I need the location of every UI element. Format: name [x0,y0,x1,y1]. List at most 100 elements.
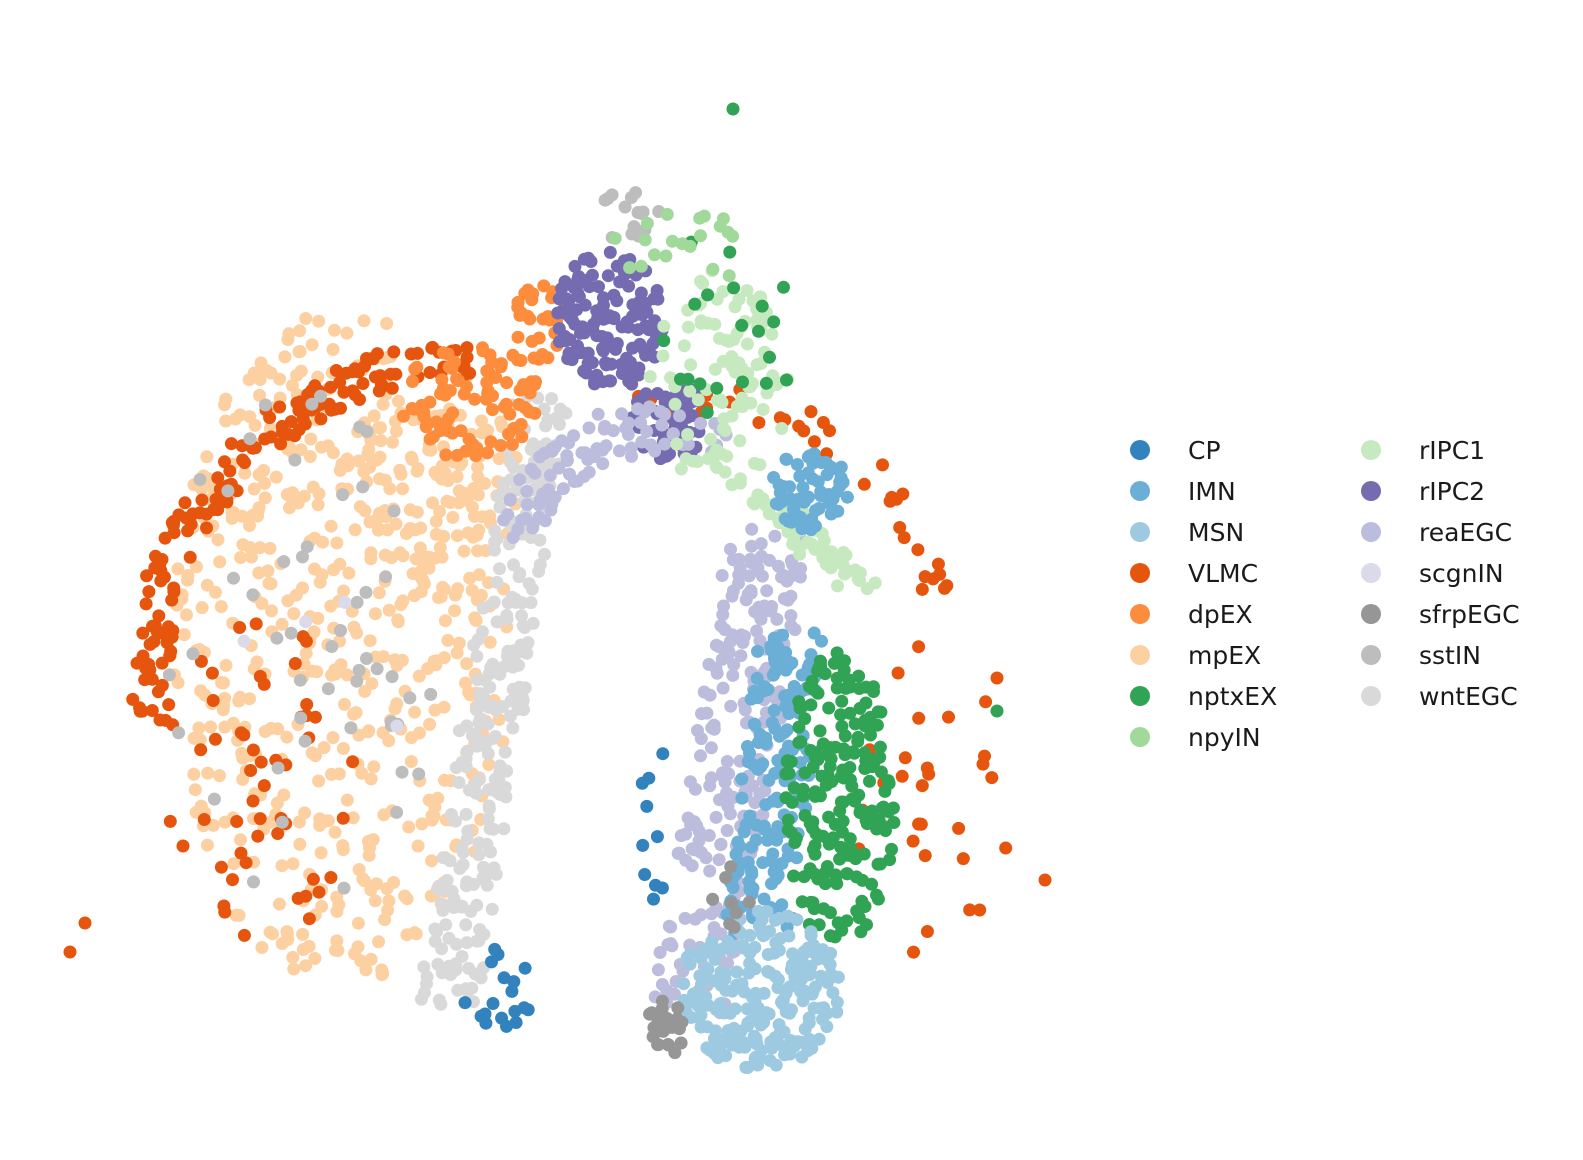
point-wntegc [490,615,504,629]
point-imn [731,835,745,849]
point-mpex [336,843,350,857]
point-reaegc [699,851,713,865]
point-imn [768,767,782,780]
point-imn [792,512,806,525]
point-npyin [634,259,648,273]
point-vlmc [895,769,909,783]
point-imn [756,757,770,771]
point-msn [795,960,809,974]
point-mpex [187,767,201,781]
point-imn [780,723,794,737]
point-sfrpegc [724,860,738,874]
point-mpex [299,959,313,973]
point-mpex [281,594,295,608]
point-vlmc [176,839,190,853]
point-wntegc [480,837,494,851]
point-vlmc [195,493,209,507]
point-ripc1 [750,313,764,327]
point-reaegc [716,681,730,695]
point-mpex [409,927,423,941]
point-reaegc [544,503,558,517]
point-ripc2 [601,269,615,283]
point-mpex [364,546,378,560]
point-mpex [338,697,351,711]
point-mpex [171,676,185,690]
point-wntegc [476,860,490,874]
point-mpex [433,541,447,554]
point-mpex [238,466,252,480]
legend-marker-vlmc [1130,563,1150,583]
point-mpex [357,465,371,478]
point-vlmc [807,435,821,449]
point-vlmc [385,381,399,395]
point-mpex [243,692,257,706]
point-nptxex [851,734,865,748]
point-sfrpegc [655,1002,669,1016]
point-vlmc [898,751,912,765]
point-ripc2 [628,364,642,378]
point-nptxex [813,654,827,668]
point-mpex [328,323,341,337]
point-mpex [195,601,209,615]
point-reaegc [666,427,680,441]
point-vlmc [312,885,326,899]
point-reaegc [679,827,693,841]
point-mpex [410,464,424,478]
legend-item-reaegc: reaEGC [1361,512,1512,552]
point-mpex [364,952,378,966]
point-msn [711,1051,725,1065]
point-mpex [342,566,356,580]
point-imn [778,689,792,703]
point-mpex [258,725,272,738]
point-vlmc [979,695,993,709]
point-imn [763,827,777,841]
point-reaegc [685,859,699,873]
point-nptxex [808,847,822,861]
point-mpex [251,504,265,518]
point-vlmc [230,815,244,828]
point-wntegc [492,770,506,783]
point-msn [790,913,804,927]
point-nptxex [789,831,803,845]
point-reaegc [560,449,574,463]
point-mpex [441,633,455,647]
legend-label-sstin: sstIN [1419,640,1481,670]
point-wntegc [420,970,434,984]
point-nptxex [885,842,898,856]
point-mpex [463,688,477,702]
point-msn [713,997,727,1011]
point-mpex [235,746,249,760]
point-cp [488,942,502,956]
point-mpex [311,498,325,512]
point-nptxex [787,869,801,883]
point-scgnin [299,615,313,629]
point-vlmc [136,649,150,663]
point-dpex [533,351,546,364]
legend-marker-nptxex [1130,686,1150,706]
point-ripc2 [604,357,618,371]
legend-label-nptxex: nptxEX [1188,681,1278,711]
point-imn [744,692,758,706]
point-nptxex [834,795,848,809]
point-reaegc [765,600,779,613]
point-reaegc [793,570,807,584]
point-vlmc [291,891,305,905]
point-wntegc [490,575,504,589]
point-wntegc [460,936,474,950]
point-sstin [356,480,370,494]
point-ripc1 [853,574,866,587]
point-sstin [294,711,308,725]
point-ripc1 [716,422,730,435]
point-sstin [246,588,260,602]
point-msn [824,967,838,981]
point-ripc2 [634,286,648,300]
point-mpex [286,950,300,964]
point-wntegc [482,799,496,813]
point-mpex [307,625,321,639]
point-mpex [257,464,271,477]
point-vlmc [205,666,219,680]
point-dpex [445,426,459,440]
point-ripc1 [701,316,715,330]
point-mpex [467,509,481,523]
point-imn [815,634,828,648]
